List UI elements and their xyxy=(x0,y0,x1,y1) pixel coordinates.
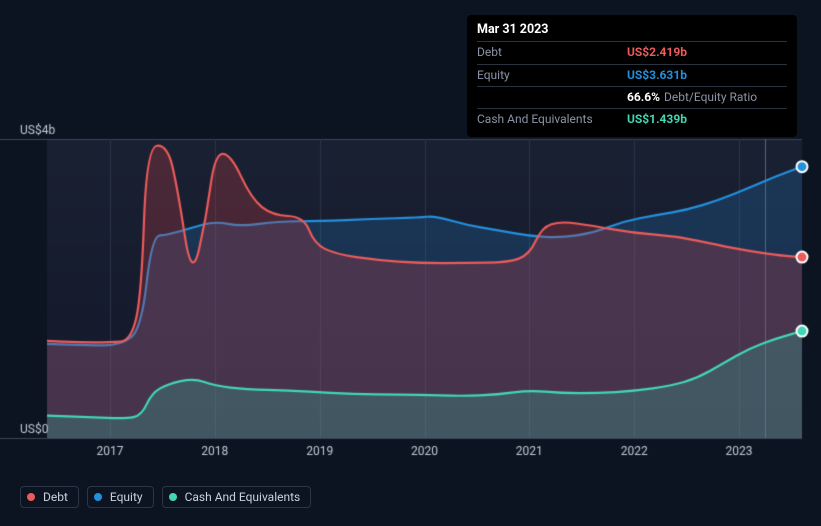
tooltip-row-label: Cash And Equivalents xyxy=(477,111,627,128)
debt-dot-icon xyxy=(27,493,35,501)
tooltip-row-label: Debt xyxy=(477,44,627,61)
tooltip-row-value: US$3.631b xyxy=(627,67,687,84)
legend-item-equity[interactable]: Equity xyxy=(87,486,154,508)
chart-tooltip: Mar 31 2023 DebtUS$2.419bEquityUS$3.631b… xyxy=(467,15,797,137)
tooltip-row-value: US$1.439b xyxy=(627,111,687,128)
chart-legend: Debt Equity Cash And Equivalents xyxy=(20,486,311,508)
legend-item-debt[interactable]: Debt xyxy=(20,486,79,508)
legend-item-cash[interactable]: Cash And Equivalents xyxy=(162,486,312,508)
tooltip-row-value: US$2.419b xyxy=(627,44,687,61)
tooltip-row-note: Debt/Equity Ratio xyxy=(664,90,757,104)
tooltip-date: Mar 31 2023 xyxy=(477,21,787,39)
tooltip-row: Cash And EquivalentsUS$1.439b xyxy=(477,108,787,130)
legend-item-label: Cash And Equivalents xyxy=(185,490,301,504)
cash-dot-icon xyxy=(169,493,177,501)
legend-item-label: Debt xyxy=(43,490,68,504)
tooltip-row-value: 66.6%Debt/Equity Ratio xyxy=(627,89,757,106)
tooltip-row: EquityUS$3.631b xyxy=(477,64,787,86)
tooltip-row-label xyxy=(477,89,627,106)
tooltip-row: DebtUS$2.419b xyxy=(477,41,787,63)
tooltip-row-label: Equity xyxy=(477,67,627,84)
equity-dot-icon xyxy=(94,493,102,501)
tooltip-row: 66.6%Debt/Equity Ratio xyxy=(477,86,787,108)
legend-item-label: Equity xyxy=(110,490,143,504)
